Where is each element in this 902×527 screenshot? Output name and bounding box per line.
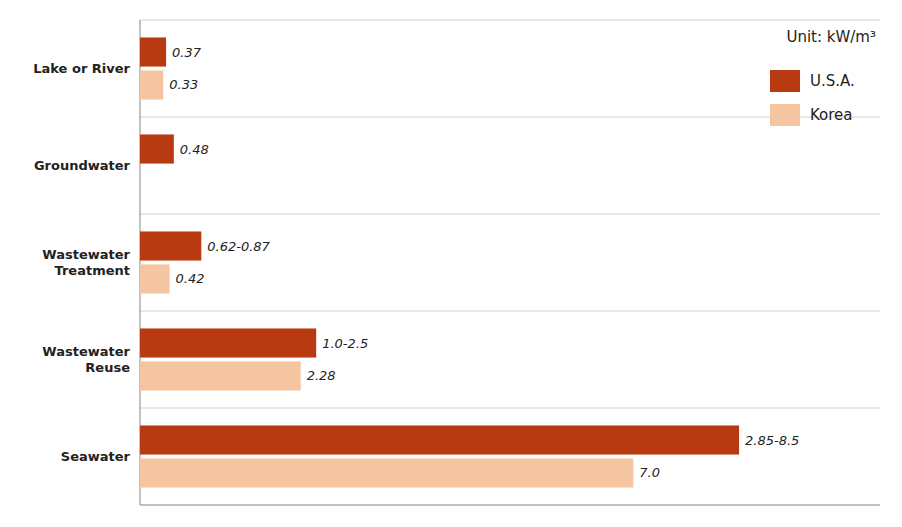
category-label: WastewaterTreatment [42, 247, 130, 278]
category-label: Seawater [61, 449, 131, 464]
bar [140, 134, 174, 163]
category-label: WastewaterReuse [42, 344, 130, 375]
separator [140, 117, 880, 118]
data-label: 0.42 [176, 271, 205, 286]
legend-swatch [770, 104, 800, 126]
data-label: 7.0 [639, 465, 660, 480]
separator [140, 214, 880, 215]
data-label: 0.37 [172, 45, 202, 60]
bar [140, 328, 316, 357]
annotation: Unit: kW/m³ [786, 28, 876, 46]
data-labels: 2.85-8.5 1.0-2.5 0.62-0.87 0.48 0.37 7.0 2.28 0… [169, 45, 799, 481]
legend-label: Korea [810, 106, 853, 124]
bar [140, 458, 633, 487]
legend-swatch [770, 70, 800, 92]
x-axis-line [140, 505, 880, 506]
category-label: Groundwater [34, 158, 131, 173]
separator [140, 20, 880, 21]
data-label: 0.62-0.87 [207, 239, 270, 254]
bar [140, 264, 170, 293]
data-label: 2.85-8.5 [745, 433, 799, 448]
data-label: 0.48 [180, 142, 209, 157]
data-label: 0.33 [169, 77, 198, 92]
separator [140, 311, 880, 312]
category-label: Lake or River [33, 61, 130, 76]
bar [140, 231, 201, 260]
legend: U.S.A. Korea [770, 70, 855, 126]
bars [140, 37, 739, 487]
bar [140, 425, 739, 454]
legend-label: U.S.A. [810, 72, 855, 90]
bar [140, 361, 301, 390]
chart: 2.85-8.5 1.0-2.5 0.62-0.87 0.48 0.37 7.0 2.28 0… [0, 0, 902, 527]
separator [140, 505, 880, 506]
data-label: 2.28 [307, 368, 336, 383]
bar [140, 37, 166, 66]
data-label: 1.0-2.5 [322, 336, 368, 351]
separator [140, 408, 880, 409]
bar [140, 70, 163, 99]
